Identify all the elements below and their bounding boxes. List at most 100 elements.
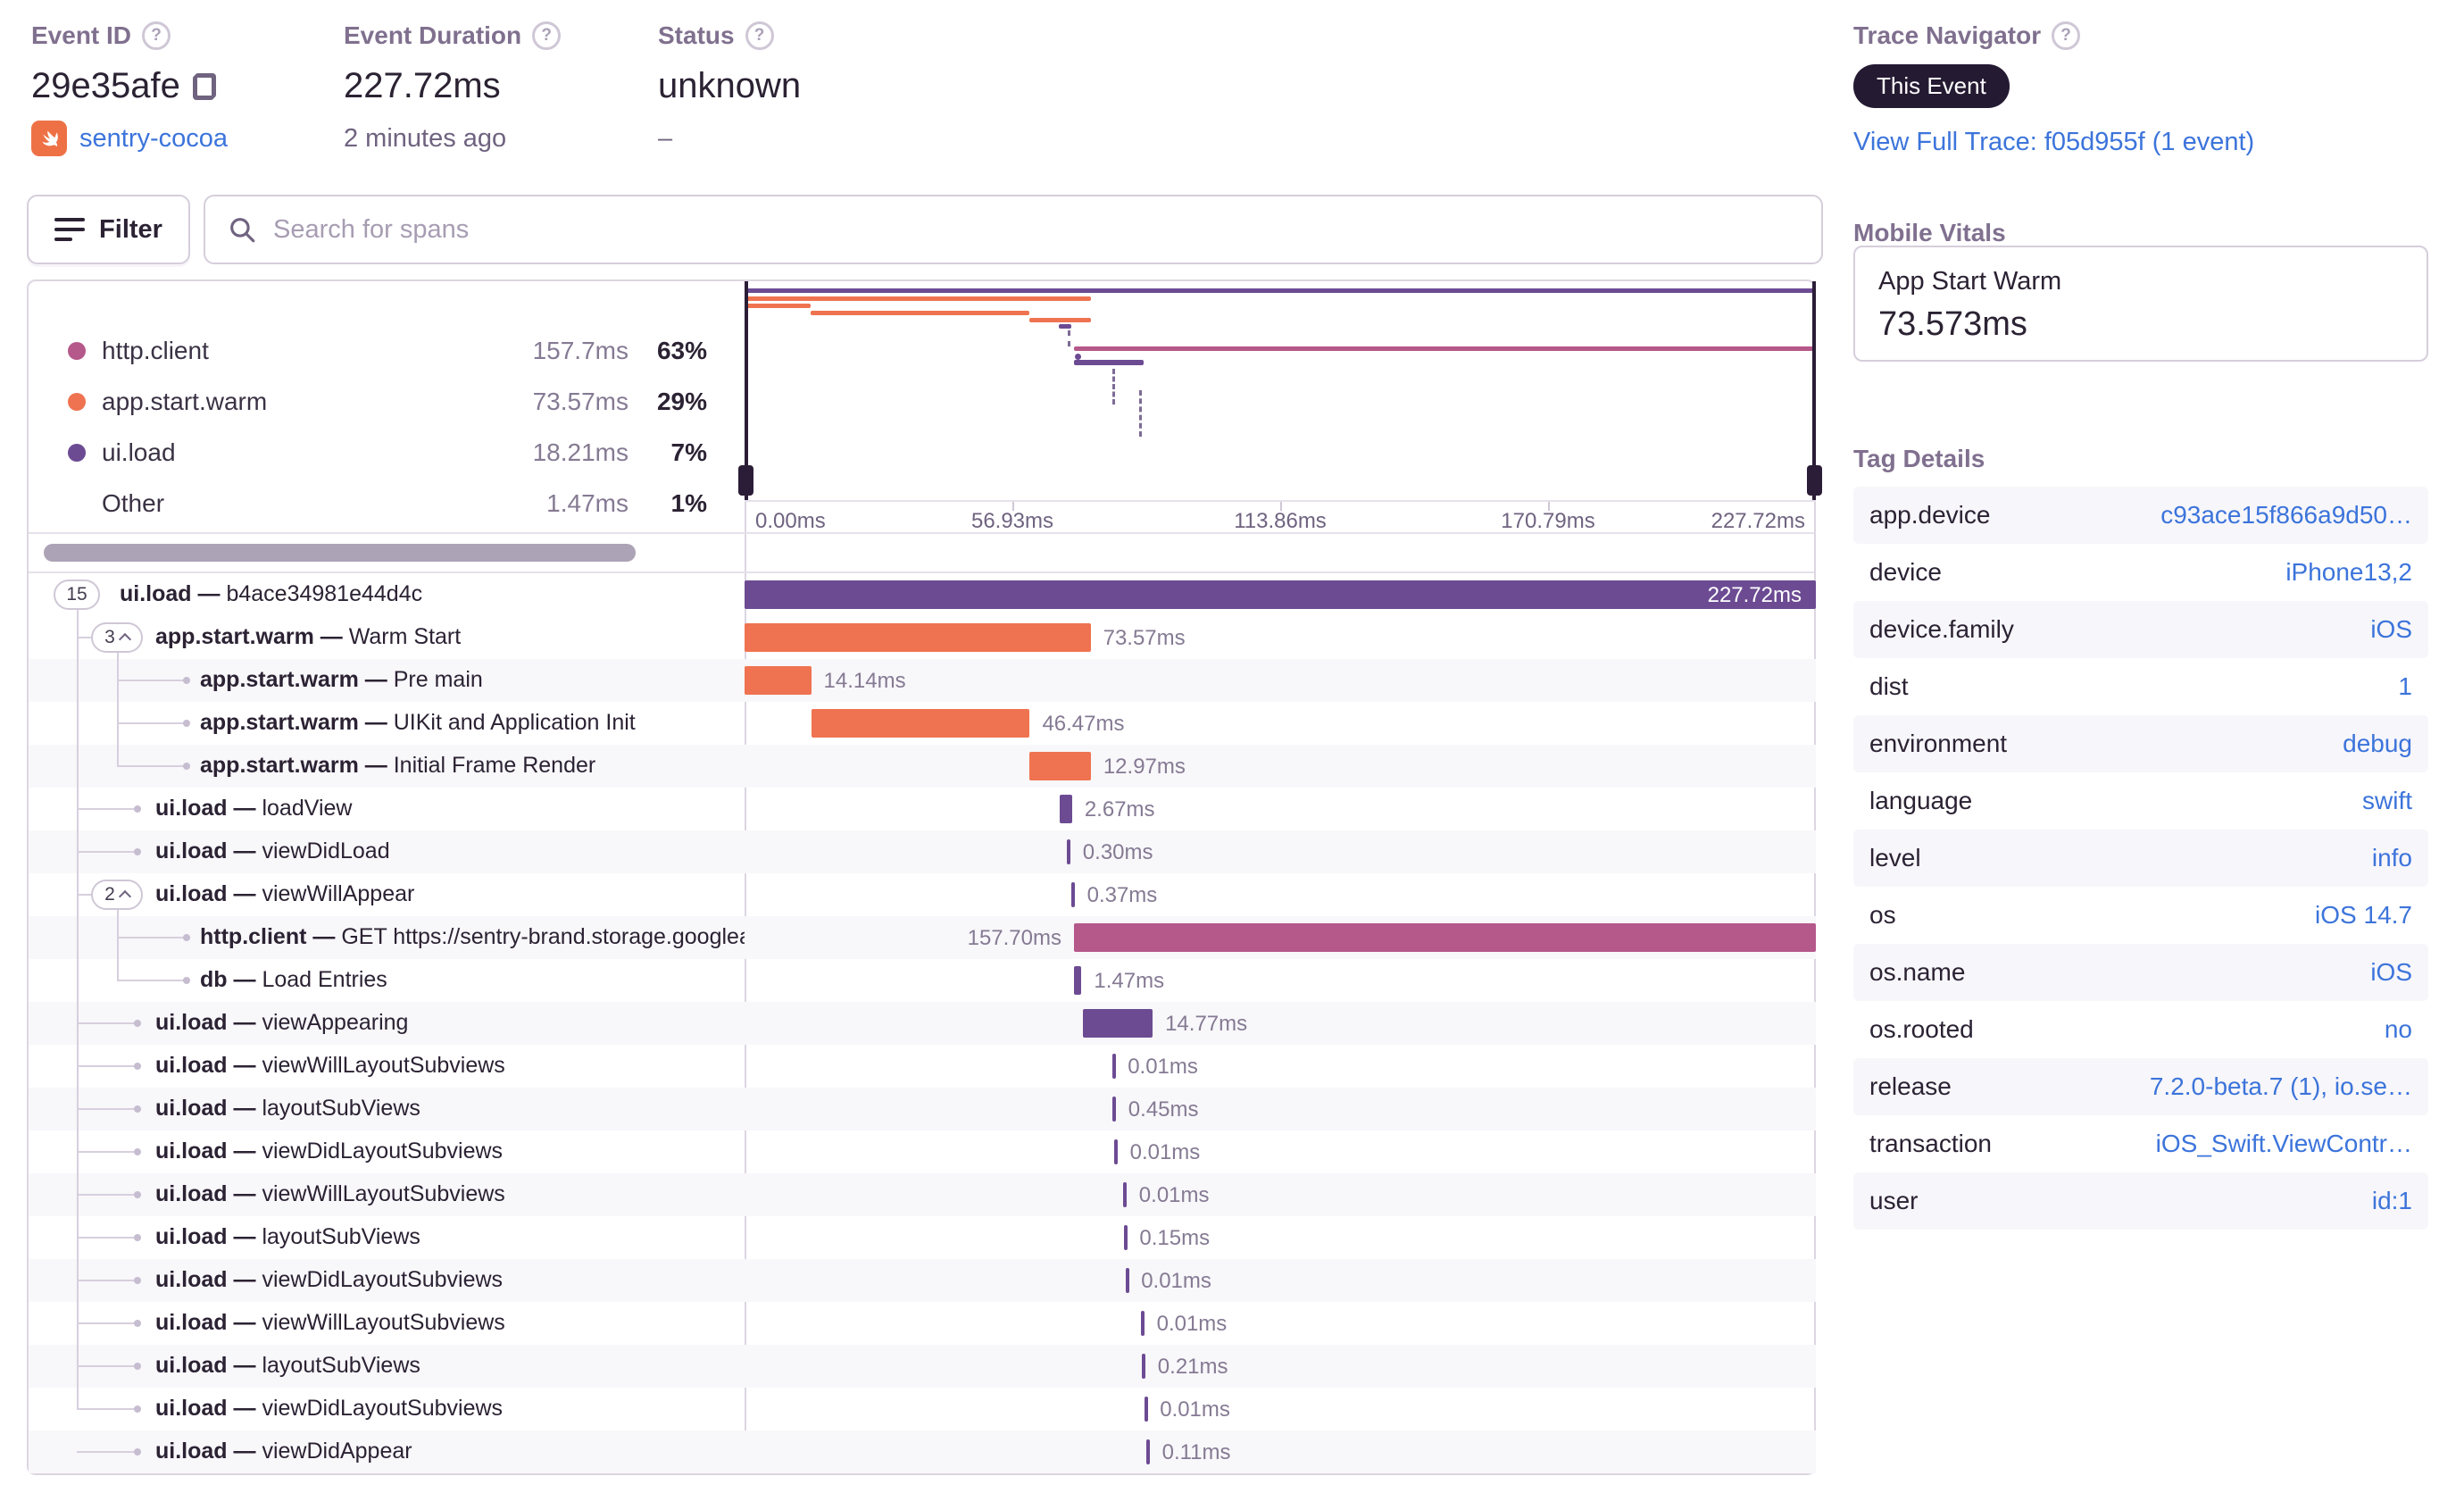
tag-value-link[interactable]: debug <box>2343 730 2412 757</box>
span-duration-bar[interactable] <box>811 709 1030 738</box>
span-duration-bar[interactable] <box>1123 1182 1128 1207</box>
tag-value-link[interactable]: swift <box>2362 787 2412 814</box>
span-count-badge[interactable]: 2 <box>91 880 143 910</box>
minimap-right-handle-grip[interactable] <box>1807 465 1822 496</box>
help-icon[interactable]: ? <box>745 21 774 50</box>
filter-button[interactable]: Filter <box>27 195 190 264</box>
span-bar-cell[interactable]: 0.01ms <box>745 1302 1816 1345</box>
span-tree-cell[interactable]: 3 app.start.warm — Warm Start <box>29 616 745 659</box>
project-link[interactable]: sentry-cocoa <box>79 123 229 153</box>
span-duration-bar[interactable] <box>1141 1311 1145 1336</box>
span-row[interactable]: app.start.warm — Pre main 14.14ms <box>29 659 1816 702</box>
span-duration-bar[interactable] <box>745 623 1091 652</box>
tag-value-link[interactable]: iOS 14.7 <box>2315 901 2412 929</box>
legend-item[interactable]: app.start.warm 73.57ms 29% <box>29 384 743 420</box>
span-tree-cell[interactable]: ui.load — viewDidAppear <box>29 1430 745 1473</box>
span-bar-cell[interactable]: 12.97ms <box>745 745 1816 788</box>
span-tree-cell[interactable]: ui.load — viewAppearing <box>29 1002 745 1045</box>
legend-item[interactable]: Other 1.47ms 1% <box>29 486 743 521</box>
span-tree-cell[interactable]: ui.load — viewDidLoad <box>29 830 745 873</box>
span-row[interactable]: ui.load — viewDidAppear 0.11ms <box>29 1430 1816 1473</box>
trace-minimap[interactable] <box>738 281 1822 500</box>
span-duration-bar[interactable] <box>1114 1139 1118 1164</box>
span-bar-cell[interactable]: 73.57ms <box>745 616 1816 659</box>
span-duration-bar[interactable] <box>1146 1439 1150 1464</box>
span-duration-bar[interactable] <box>1067 839 1071 864</box>
help-icon[interactable]: ? <box>2052 21 2081 50</box>
span-duration-bar[interactable] <box>1074 966 1082 995</box>
tag-value-link[interactable]: iOS <box>2370 615 2412 643</box>
span-bar-cell[interactable]: 0.45ms <box>745 1088 1816 1130</box>
span-row[interactable]: ui.load — viewDidLayoutSubviews 0.01ms <box>29 1130 1816 1173</box>
span-tree-cell[interactable]: ui.load — viewWillLayoutSubviews <box>29 1045 745 1088</box>
span-row[interactable]: ui.load — loadView 2.67ms <box>29 788 1816 830</box>
span-tree-cell[interactable]: ui.load — viewDidLayoutSubviews <box>29 1388 745 1430</box>
span-duration-bar[interactable] <box>1083 1009 1153 1038</box>
span-duration-bar[interactable] <box>1142 1354 1146 1379</box>
span-duration-bar[interactable] <box>1059 795 1072 823</box>
span-row[interactable]: db — Load Entries 1.47ms <box>29 959 1816 1002</box>
span-bar-cell[interactable]: 0.01ms <box>745 1045 1816 1088</box>
span-bar-cell[interactable]: 227.72ms <box>745 573 1816 616</box>
tag-value-link[interactable]: id:1 <box>2371 1187 2412 1214</box>
legend-item[interactable]: http.client 157.7ms 63% <box>29 333 743 369</box>
span-row[interactable]: http.client — GET https://sentry-brand.s… <box>29 916 1816 959</box>
span-row[interactable]: 3 app.start.warm — Warm Start 73.57ms <box>29 616 1816 659</box>
search-input[interactable] <box>273 214 1800 245</box>
span-tree-cell[interactable]: ui.load — loadView <box>29 788 745 830</box>
minimap-right-handle[interactable] <box>1812 281 1816 500</box>
span-count-badge[interactable]: 3 <box>91 622 143 653</box>
span-row[interactable]: app.start.warm — UIKit and Application I… <box>29 702 1816 745</box>
span-row[interactable]: ui.load — viewWillLayoutSubviews 0.01ms <box>29 1045 1816 1088</box>
span-tree-cell[interactable]: ui.load — viewWillLayoutSubviews <box>29 1302 745 1345</box>
span-tree-cell[interactable]: ui.load — layoutSubViews <box>29 1216 745 1259</box>
span-row[interactable]: ui.load — layoutSubViews 0.21ms <box>29 1345 1816 1388</box>
span-tree-cell[interactable]: 2 ui.load — viewWillAppear <box>29 873 745 916</box>
view-full-trace-link[interactable]: View Full Trace: f05d955f (1 event) <box>1853 128 2255 156</box>
span-tree-cell[interactable]: app.start.warm — Pre main <box>29 659 745 702</box>
span-bar-cell[interactable]: 2.67ms <box>745 788 1816 830</box>
minimap-left-handle[interactable] <box>745 281 748 500</box>
span-row[interactable]: 15 ui.load — b4ace34981e44d4c 227.72ms <box>29 573 1816 616</box>
span-bar-cell[interactable]: 0.01ms <box>745 1259 1816 1302</box>
span-tree-cell[interactable]: ui.load — viewWillLayoutSubviews <box>29 1173 745 1216</box>
tag-value-link[interactable]: iOS_Swift.ViewContr… <box>2155 1130 2412 1157</box>
span-tree-cell[interactable]: ui.load — viewDidLayoutSubviews <box>29 1259 745 1302</box>
span-row[interactable]: ui.load — viewDidLoad 0.30ms <box>29 830 1816 873</box>
help-icon[interactable]: ? <box>532 21 562 50</box>
span-bar-cell[interactable]: 0.15ms <box>745 1216 1816 1259</box>
span-bar-cell[interactable]: 157.70ms <box>745 916 1816 959</box>
span-row[interactable]: ui.load — viewAppearing 14.77ms <box>29 1002 1816 1045</box>
tag-value-link[interactable]: info <box>2371 844 2412 872</box>
span-count-badge[interactable]: 15 <box>54 580 100 610</box>
span-bar-cell[interactable]: 46.47ms <box>745 702 1816 745</box>
span-duration-bar[interactable] <box>1112 1097 1117 1122</box>
span-tree-cell[interactable]: ui.load — viewDidLayoutSubviews <box>29 1130 745 1173</box>
span-duration-bar[interactable] <box>1111 1054 1116 1079</box>
tag-value-link[interactable]: 1 <box>2398 672 2412 700</box>
span-bar-cell[interactable]: 1.47ms <box>745 959 1816 1002</box>
span-bar-cell[interactable]: 14.14ms <box>745 659 1816 702</box>
span-tree-cell[interactable]: ui.load — layoutSubViews <box>29 1345 745 1388</box>
span-row[interactable]: app.start.warm — Initial Frame Render 12.… <box>29 745 1816 788</box>
span-bar-cell[interactable]: 0.30ms <box>745 830 1816 873</box>
tag-value-link[interactable]: 7.2.0-beta.7 (1), io.se… <box>2149 1072 2412 1100</box>
tree-chart-divider[interactable] <box>745 281 746 1473</box>
help-icon[interactable]: ? <box>142 21 171 50</box>
span-bar-cell[interactable]: 0.37ms <box>745 873 1816 916</box>
minimap-left-handle-grip[interactable] <box>738 465 753 496</box>
span-bar-cell[interactable]: 0.01ms <box>745 1388 1816 1430</box>
span-row[interactable]: 2 ui.load — viewWillAppear 0.37ms <box>29 873 1816 916</box>
span-tree-cell[interactable]: app.start.warm — Initial Frame Render <box>29 745 745 788</box>
tag-value-link[interactable]: no <box>2384 1015 2412 1043</box>
span-tree-cell[interactable]: app.start.warm — UIKit and Application I… <box>29 702 745 745</box>
span-duration-bar[interactable] <box>1144 1397 1148 1422</box>
span-tree-cell[interactable]: 15 ui.load — b4ace34981e44d4c <box>29 573 745 616</box>
span-row[interactable]: ui.load — layoutSubViews 0.15ms <box>29 1216 1816 1259</box>
tag-value-link[interactable]: iPhone13,2 <box>2285 558 2412 586</box>
span-bar-cell[interactable]: 0.21ms <box>745 1345 1816 1388</box>
span-tree-cell[interactable]: ui.load — layoutSubViews <box>29 1088 745 1130</box>
span-row[interactable]: ui.load — viewDidLayoutSubviews 0.01ms <box>29 1388 1816 1430</box>
legend-item[interactable]: ui.load 18.21ms 7% <box>29 435 743 471</box>
span-bar-cell[interactable]: 0.01ms <box>745 1173 1816 1216</box>
